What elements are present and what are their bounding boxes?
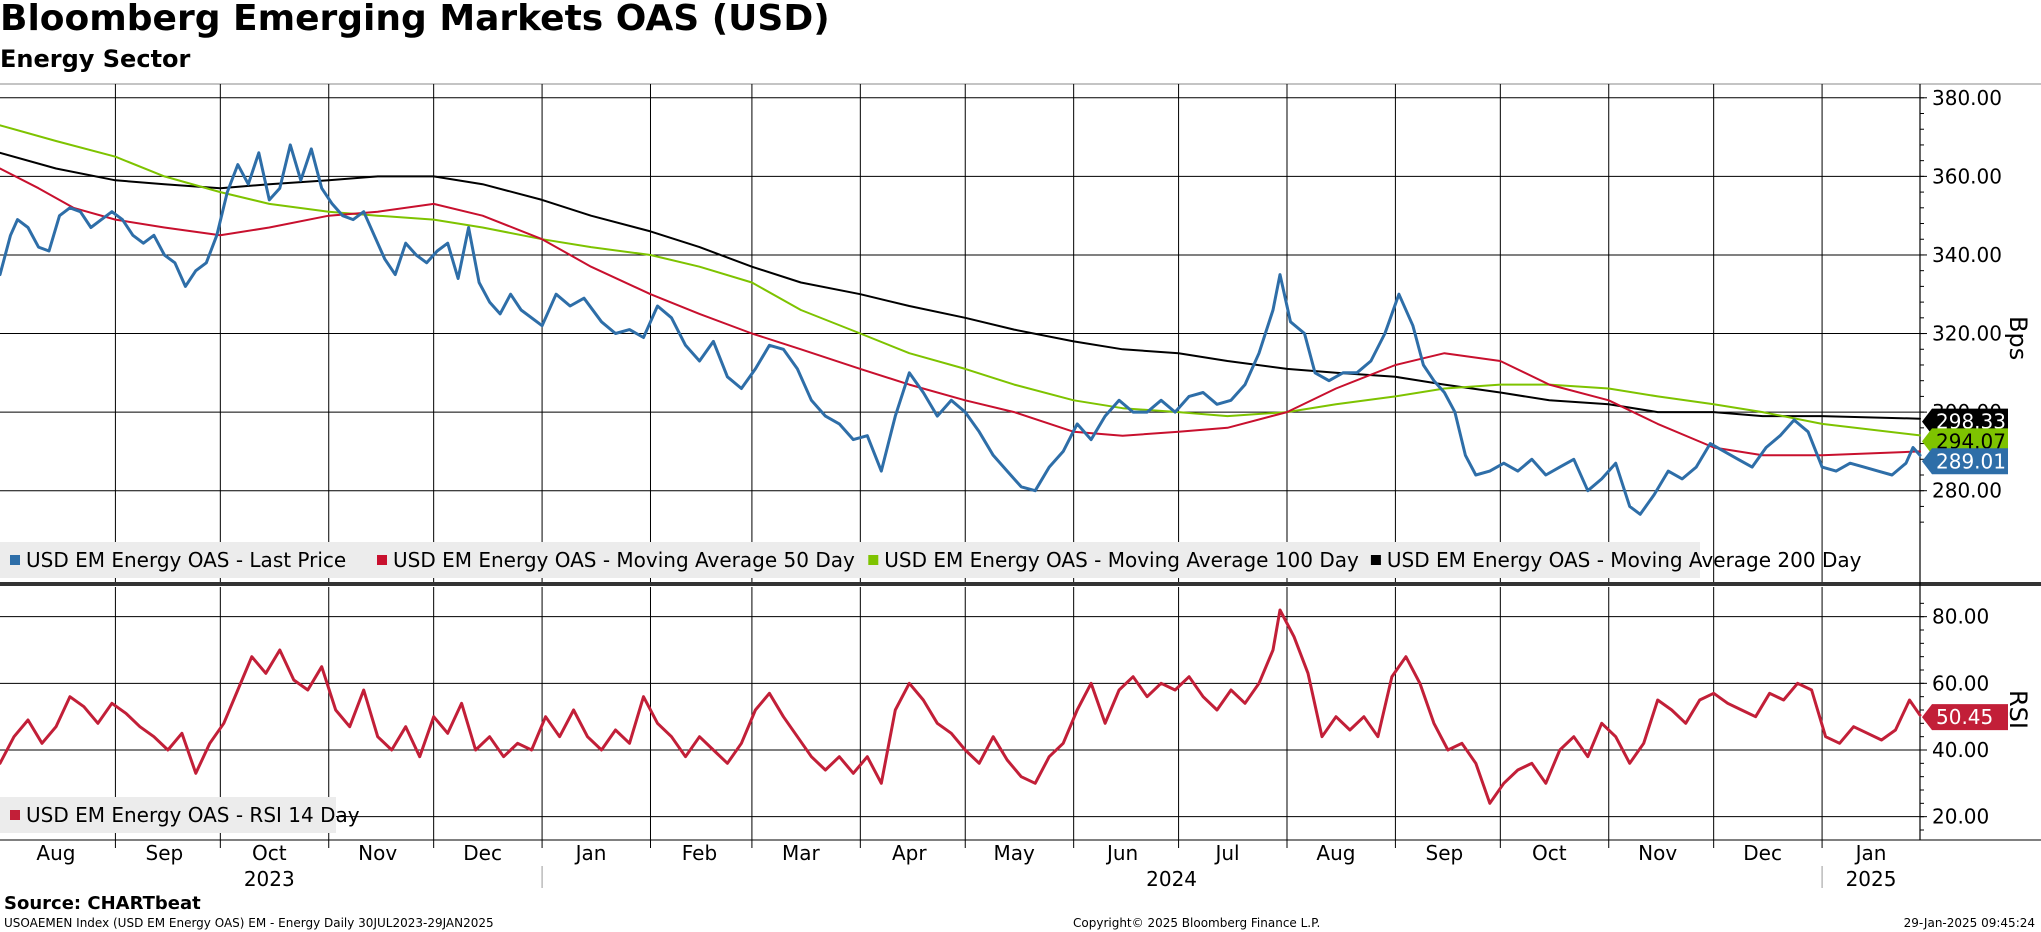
x-tick-label: Oct — [1532, 841, 1567, 865]
legend-entry: USD EM Energy OAS - Moving Average 100 D… — [884, 548, 1359, 572]
source-note: Source: CHARTbeat — [4, 893, 201, 914]
x-year-label: 2023 — [244, 867, 295, 891]
chart-title: Bloomberg Emerging Markets OAS (USD) — [0, 0, 830, 39]
footer-copyright: Copyright© 2025 Bloomberg Finance L.P. — [1073, 916, 1321, 930]
legend-layer: USD EM Energy OAS - Last Price USD EM Ene… — [0, 542, 1862, 833]
x-tick-label: Sep — [146, 841, 184, 865]
legend-entry: USD EM Energy OAS - Last Price — [26, 548, 346, 572]
axis-layer: 380.00360.00340.00320.00300.00280.0080.0… — [36, 86, 2032, 891]
x-year-label: 2025 — [1846, 867, 1897, 891]
series-line-ma200 — [0, 151, 1921, 420]
x-tick-label: Dec — [463, 841, 502, 865]
footer-index-info: USOAEMEN Index (USD EM Energy OAS) EM - … — [4, 916, 494, 930]
legend-swatch — [377, 555, 387, 565]
x-tick-label: Nov — [358, 841, 397, 865]
last-value-last-price: 289.01 — [1922, 448, 2008, 475]
series-layer — [0, 124, 1922, 805]
last-value-tag — [1922, 704, 2008, 731]
legend-swatch — [868, 555, 879, 565]
legend-swatch — [1370, 555, 1381, 565]
legend-swatch — [10, 555, 20, 565]
legend-background — [0, 797, 336, 833]
price-y-tick-label: 320.00 — [1932, 322, 2002, 346]
price-y-axis-title: Bps — [2004, 316, 2032, 360]
last-value-tag — [1922, 408, 2008, 435]
last-value-text: 289.01 — [1936, 449, 2006, 473]
last-value-rsi: 50.45 — [1922, 704, 2008, 731]
series-line-ma50 — [0, 167, 1921, 457]
series-line-last-price — [0, 143, 1922, 516]
x-tick-label: Apr — [892, 841, 927, 865]
x-year-label: 2024 — [1146, 867, 1197, 891]
rsi-y-axis-title: RSI — [2004, 690, 2032, 729]
price-y-tick-label: 380.00 — [1932, 86, 2002, 110]
legend-entry: USD EM Energy OAS - Moving Average 50 Da… — [393, 548, 855, 572]
grid-layer — [0, 83, 2041, 848]
x-tick-label: May — [994, 841, 1036, 865]
x-tick-label: Mar — [782, 841, 821, 865]
x-tick-label: Jun — [1105, 841, 1138, 865]
x-tick-label: Nov — [1638, 841, 1677, 865]
rsi-y-tick-label: 80.00 — [1932, 605, 1989, 629]
x-tick-label: Feb — [682, 841, 717, 865]
price-y-tick-label: 280.00 — [1932, 479, 2002, 503]
x-tick-label: Jan — [1854, 841, 1887, 865]
x-tick-label: Dec — [1743, 841, 1782, 865]
rsi-y-tick-label: 60.00 — [1932, 671, 1989, 695]
x-tick-label: Jul — [1213, 841, 1239, 865]
x-tick-label: Aug — [36, 841, 75, 865]
series-line-rsi — [0, 608, 1922, 805]
legend-swatch — [10, 810, 20, 820]
legend-entry: USD EM Energy OAS - RSI 14 Day — [26, 803, 360, 827]
x-tick-label: Aug — [1316, 841, 1355, 865]
series-line-ma100 — [0, 124, 1921, 437]
rsi-y-tick-label: 40.00 — [1932, 738, 1989, 762]
x-tick-label: Jan — [574, 841, 607, 865]
legend-background — [0, 542, 1700, 578]
price-y-tick-label: 360.00 — [1932, 164, 2002, 188]
rsi-y-tick-label: 20.00 — [1932, 805, 1989, 829]
footer-timestamp: 29-Jan-2025 09:45:24 — [1903, 916, 2035, 930]
last-value-tag — [1922, 428, 2008, 455]
last-value-tag — [1922, 448, 2008, 475]
x-tick-label: Sep — [1426, 841, 1464, 865]
price-y-tick-label: 340.00 — [1932, 243, 2002, 267]
chart-subtitle: Energy Sector — [0, 45, 191, 73]
legend-entry: USD EM Energy OAS - Moving Average 200 D… — [1387, 548, 1862, 572]
x-tick-label: Oct — [252, 841, 287, 865]
last-value-text: 50.45 — [1936, 705, 1993, 729]
